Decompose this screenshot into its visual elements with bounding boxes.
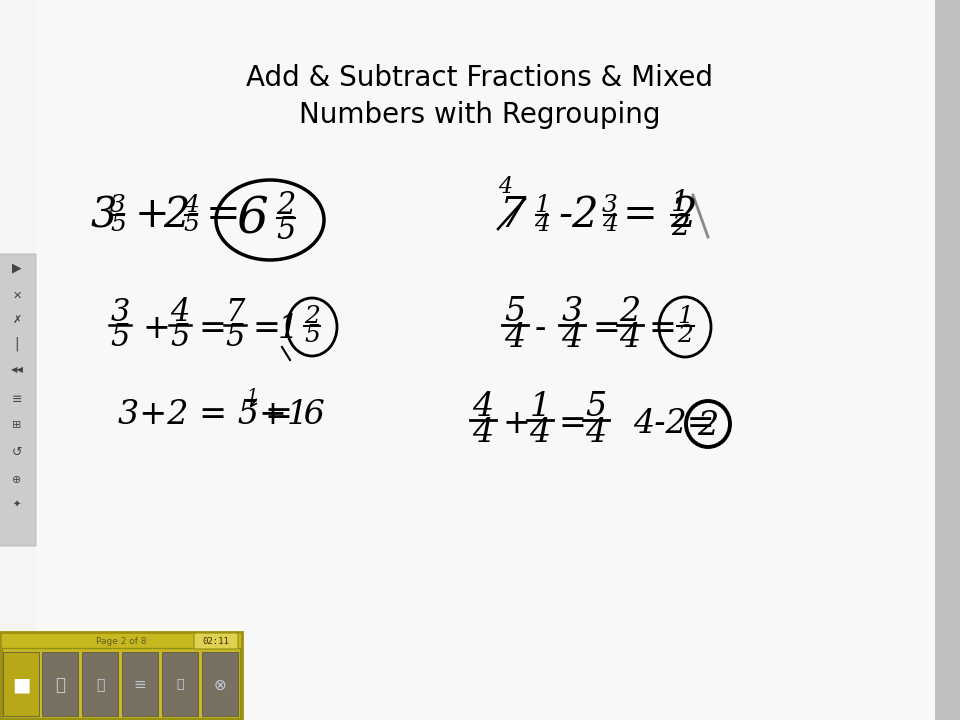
Text: 1: 1	[671, 189, 689, 217]
Text: 5: 5	[304, 325, 320, 347]
Text: 6: 6	[237, 195, 269, 245]
Text: 4: 4	[504, 323, 526, 354]
Text: ⏸: ⏸	[55, 676, 65, 694]
Text: 3: 3	[562, 296, 583, 328]
Text: 1: 1	[247, 388, 257, 406]
Text: 2: 2	[677, 325, 693, 347]
Text: 2: 2	[304, 305, 320, 328]
Text: 5: 5	[504, 296, 526, 328]
Bar	[122, 652, 158, 716]
Text: =: =	[558, 408, 586, 440]
Text: ↺: ↺	[12, 446, 22, 459]
Text: 4: 4	[602, 213, 618, 236]
Text: =: =	[648, 313, 676, 345]
Text: 3: 3	[602, 194, 618, 217]
Text: 4: 4	[529, 417, 551, 449]
Text: ✕: ✕	[12, 291, 22, 301]
Text: 5: 5	[226, 322, 245, 353]
Text: ≡: ≡	[12, 394, 22, 407]
Text: = 2: = 2	[623, 194, 698, 236]
Text: =: =	[253, 313, 281, 345]
Text: ▶: ▶	[12, 261, 22, 274]
Text: 2: 2	[671, 212, 689, 240]
Text: 🖥: 🖥	[177, 678, 183, 691]
FancyBboxPatch shape	[194, 633, 238, 649]
Text: -: -	[535, 313, 546, 345]
Text: Page 2 of 8: Page 2 of 8	[96, 636, 146, 646]
Text: ⏮: ⏮	[96, 678, 105, 692]
Text: 1: 1	[529, 391, 551, 423]
Text: ■: ■	[12, 675, 30, 695]
Text: 5: 5	[586, 391, 607, 423]
Text: |: |	[14, 337, 19, 351]
Text: 5: 5	[110, 322, 130, 353]
Bar	[3, 652, 39, 716]
Text: 4: 4	[562, 323, 583, 354]
Text: =: =	[198, 313, 226, 345]
Text: Numbers with Regrouping: Numbers with Regrouping	[300, 101, 660, 129]
Text: 3+2 = 5+1: 3+2 = 5+1	[118, 399, 308, 431]
Text: 4: 4	[472, 417, 493, 449]
Text: +: +	[142, 313, 170, 345]
Text: 2: 2	[276, 190, 296, 222]
Text: 1: 1	[534, 194, 550, 217]
Text: +: +	[503, 408, 531, 440]
Bar	[82, 652, 118, 716]
Text: 3: 3	[110, 297, 130, 328]
Bar	[935, 0, 960, 720]
Bar	[2, 648, 240, 718]
Bar	[202, 652, 238, 716]
Text: =: =	[592, 313, 620, 345]
Text: 4: 4	[472, 391, 493, 423]
Text: 5: 5	[110, 213, 126, 236]
Text: 5: 5	[183, 213, 199, 236]
Text: 3: 3	[110, 194, 126, 217]
FancyBboxPatch shape	[0, 254, 36, 546]
Text: 4: 4	[534, 213, 550, 236]
Text: 2: 2	[163, 194, 189, 236]
Text: = 6: = 6	[265, 399, 324, 431]
Text: 4: 4	[586, 417, 607, 449]
Text: 4: 4	[170, 297, 190, 328]
Text: ◀◀: ◀◀	[11, 366, 23, 374]
Text: ✦: ✦	[12, 500, 21, 510]
Text: -2: -2	[558, 194, 599, 236]
Text: 1: 1	[278, 313, 300, 345]
Text: Add & Subtract Fractions & Mixed: Add & Subtract Fractions & Mixed	[247, 64, 713, 92]
Text: 2: 2	[619, 296, 640, 328]
Text: ⊗: ⊗	[214, 678, 227, 693]
Bar	[162, 652, 198, 716]
Text: ✗: ✗	[12, 315, 22, 325]
Text: 5: 5	[170, 322, 190, 353]
Text: 5: 5	[276, 215, 296, 246]
Text: 2: 2	[697, 410, 719, 442]
Text: 7: 7	[226, 297, 245, 328]
Bar	[42, 652, 78, 716]
Text: =: =	[206, 194, 241, 236]
Text: 4: 4	[183, 194, 199, 217]
Text: ⊕: ⊕	[12, 475, 22, 485]
Bar	[0, 632, 242, 720]
Text: 02:11: 02:11	[203, 636, 229, 646]
Text: 7: 7	[500, 194, 526, 236]
Text: 4: 4	[619, 323, 640, 354]
Text: 4-2=: 4-2=	[633, 408, 715, 440]
Text: +: +	[135, 194, 170, 236]
Text: ⊞: ⊞	[12, 420, 22, 430]
Text: 4: 4	[498, 176, 512, 198]
Text: 3: 3	[90, 194, 116, 236]
Text: ≡: ≡	[133, 678, 146, 693]
Text: 1: 1	[677, 305, 693, 328]
